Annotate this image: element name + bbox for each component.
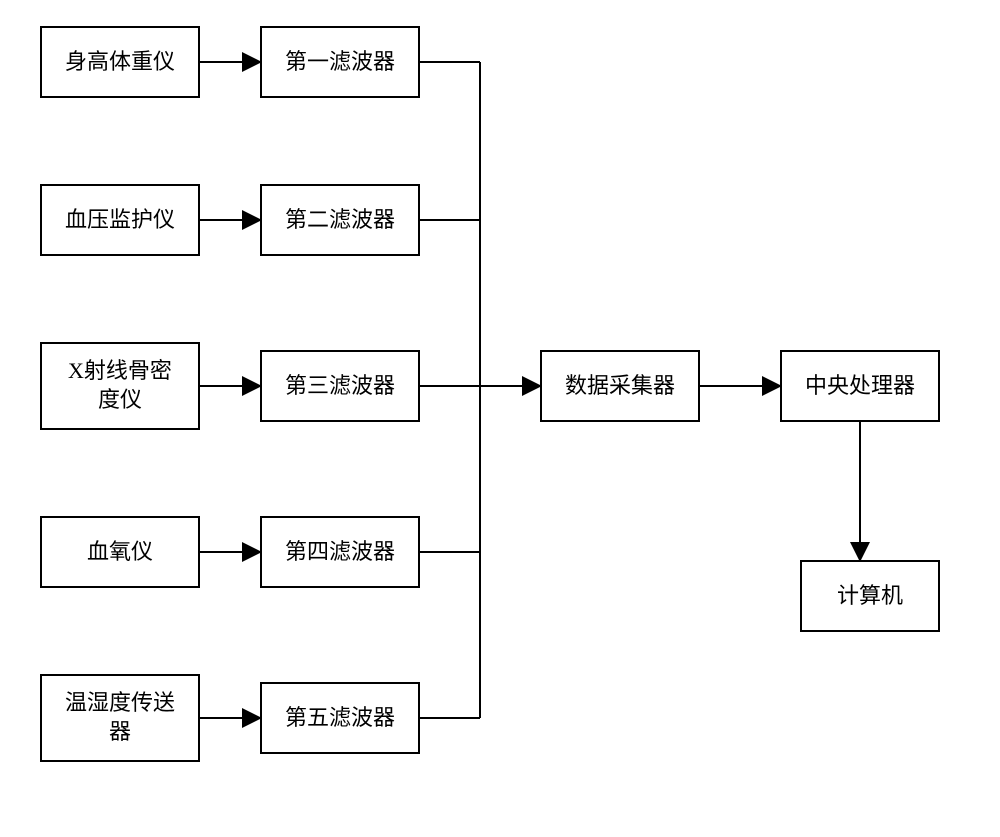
node-f1: 第一滤波器 [260,26,420,98]
node-f2: 第二滤波器 [260,184,420,256]
node-pc: 计算机 [800,560,940,632]
node-cpu: 中央处理器 [780,350,940,422]
diagram-canvas: 身高体重仪血压监护仪 X射线骨密度仪血氧仪温湿度传送器 第一滤波器第二滤波器第三滤波… [0,0,1000,837]
node-in4: 血氧仪 [40,516,200,588]
node-dc: 数据采集器 [540,350,700,422]
node-in2: 血压监护仪 [40,184,200,256]
node-f5: 第五滤波器 [260,682,420,754]
node-in5: 温湿度传送器 [40,674,200,762]
node-in3: X射线骨密度仪 [40,342,200,430]
node-f3: 第三滤波器 [260,350,420,422]
node-in1: 身高体重仪 [40,26,200,98]
node-f4: 第四滤波器 [260,516,420,588]
